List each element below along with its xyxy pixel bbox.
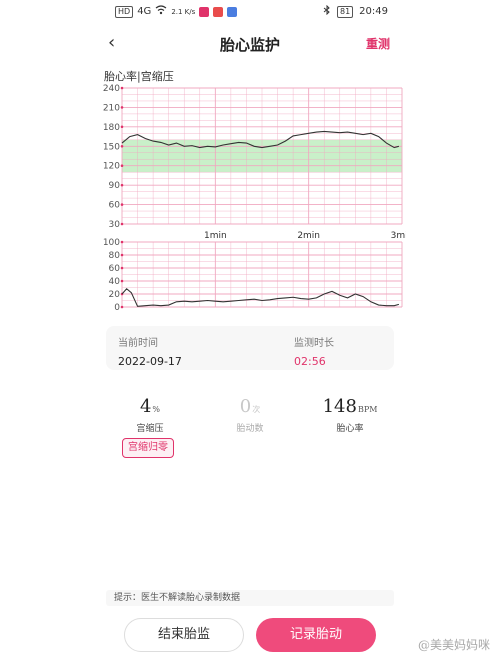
bluetooth-icon — [323, 4, 331, 18]
movement-value: 0 — [239, 396, 252, 417]
hd-badge: HD — [115, 5, 134, 18]
fhr-tick-dot — [120, 144, 124, 148]
uc-unit: % — [152, 405, 161, 414]
fhr-tick-dot — [120, 125, 124, 129]
uc-tick-dot — [120, 240, 124, 244]
fetal-monitor-chart: 胎心率|宫缩压 240 210 180 150 120 90 60 30 1min 2min 3mi… — [96, 64, 406, 316]
fhr-tick-dot — [120, 164, 124, 168]
fhr-unit: BPM — [357, 405, 378, 414]
fhr-series-line — [121, 130, 400, 149]
record-movement-button[interactable]: 记录胎动 — [256, 618, 376, 652]
uc-series-line — [121, 288, 400, 307]
uc-tick-dot — [120, 266, 124, 270]
status-right: 81 20:49 — [323, 4, 388, 18]
fhr-label: 胎心率 — [336, 424, 364, 434]
movement-stat: 0次 胎动数 — [200, 396, 300, 434]
fhr-tick-dot — [120, 106, 124, 109]
uc-tick-dot — [120, 253, 124, 257]
chart-label: 胎心率|宫缩压 — [104, 70, 174, 83]
uc-tick-dot — [120, 279, 124, 283]
fhr-tick-label: 90 — [109, 181, 121, 191]
fhr-tick-dot — [120, 222, 124, 226]
info-card: 当前时间 2022-09-17 监测时长 02:56 — [106, 326, 394, 370]
signal-icon: 4G — [137, 6, 152, 17]
movement-label: 胎动数 — [236, 424, 264, 434]
battery-icon: 81 — [336, 5, 354, 18]
fhr-value: 148 — [322, 396, 357, 417]
page-title: 胎心监护 — [219, 36, 280, 54]
fhr-tick-label: 150 — [103, 142, 120, 152]
uc-value: 4 — [139, 396, 152, 417]
uc-tick-label: 20 — [109, 290, 121, 300]
time-tick-label: 1min — [204, 231, 227, 241]
current-time-value: 2022-09-17 — [118, 355, 182, 368]
fhr-tick-dot — [120, 203, 124, 206]
uc-label: 宫缩压 — [136, 424, 164, 434]
uc-tick-label: 40 — [109, 277, 121, 287]
current-time-block: 当前时间 2022-09-17 — [118, 334, 182, 368]
duration-value: 02:56 — [294, 355, 326, 368]
app-notification-icon — [227, 6, 238, 17]
header: ‹ 胎心监护 重测 — [0, 28, 500, 60]
app-notification-icon — [213, 6, 224, 17]
fhr-tick-label: 180 — [103, 123, 120, 133]
tip-text: 提示：医生不解读胎心录制数据 — [106, 590, 394, 606]
uc-tick-label: 80 — [109, 251, 121, 261]
fhr-tick-label: 60 — [109, 201, 121, 211]
uc-tick-dot — [120, 305, 124, 309]
fhr-tick-label: 30 — [109, 220, 121, 230]
fhr-tick-label: 240 — [103, 84, 120, 94]
retest-button[interactable]: 重测 — [365, 37, 390, 51]
fhr-tick-dot — [120, 86, 124, 90]
fhr-tick-label: 210 — [103, 103, 120, 113]
uc-zero-button[interactable]: 宫缩归零 — [122, 438, 174, 458]
uc-tick-label: 60 — [109, 264, 121, 274]
movement-unit: 次 — [252, 405, 261, 414]
end-monitor-button[interactable]: 结束胎监 — [124, 618, 244, 652]
fhr-stat: 148BPM 胎心率 — [300, 396, 400, 434]
status-bar: HD 4G 2.1 K/s 81 20:49 — [0, 0, 500, 24]
stats-row: 4% 宫缩压 0次 胎动数 148BPM 胎心率 — [100, 396, 400, 442]
uc-tick-label: 100 — [103, 238, 120, 248]
time-tick-label: 2min — [297, 231, 320, 241]
current-time-label: 当前时间 — [118, 338, 158, 349]
duration-block: 监测时长 02:56 — [294, 334, 334, 368]
wifi-icon — [155, 5, 167, 18]
fhr-tick-dot — [120, 183, 124, 187]
duration-label: 监测时长 — [294, 338, 334, 349]
chevron-left-icon[interactable]: ‹ — [108, 32, 116, 53]
app-notification-icon — [199, 6, 210, 17]
uc-tick-label: 0 — [114, 303, 120, 313]
uc-stat: 4% 宫缩压 — [100, 396, 200, 434]
fhr-tick-label: 120 — [103, 162, 120, 172]
clock: 20:49 — [359, 6, 388, 17]
time-tick-label: 3min — [391, 231, 406, 241]
watermark: @美美妈妈咪 — [417, 638, 490, 652]
chart-svg: 240 210 180 150 120 90 60 30 1min 2min 3min 100 80 60… — [103, 84, 406, 313]
network-speed: 2.1 K/s — [171, 7, 196, 16]
status-left: HD 4G 2.1 K/s — [115, 5, 238, 18]
